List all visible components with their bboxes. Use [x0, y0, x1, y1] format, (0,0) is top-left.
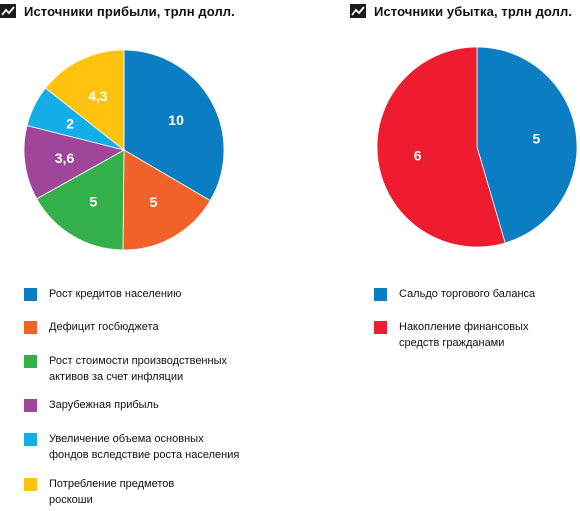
chart-title: Источники убытка, трлн долл.	[350, 2, 572, 20]
slice-value-label: 5	[90, 194, 98, 210]
legend-label-line: роскоши	[49, 494, 93, 506]
pie-slice	[376, 46, 506, 248]
slice-value-label: 6	[414, 148, 422, 164]
legend-label-line: фондов вследствие роста населения	[49, 449, 240, 461]
slice-value-label: 5	[150, 194, 158, 210]
profit-pie-chart: 10 5 5 3,6 2 4,3	[23, 49, 225, 251]
slice-value-label: 3,6	[55, 150, 75, 166]
legend-item: Зарубежная прибыль	[24, 399, 304, 413]
slice-value-label: 10	[168, 112, 184, 128]
legend-label: Рост кредитов населению	[49, 286, 181, 302]
legend-swatch	[374, 288, 387, 301]
legend-item: Рост кредитов населению	[24, 288, 304, 302]
chart-title-text: Источники убытка, трлн долл.	[374, 3, 573, 19]
legend-swatch	[24, 399, 37, 412]
legend-label: Рост стоимости производственных активов з…	[49, 353, 227, 385]
slice-value-label: 4,3	[88, 88, 108, 104]
legend-swatch	[374, 321, 387, 334]
slice-value-label: 5	[533, 131, 541, 147]
legend-item: Увеличение объема основных фондов вследст…	[24, 433, 304, 463]
legend-swatch	[24, 288, 37, 301]
pie-slice	[476, 46, 578, 244]
profit-sources-panel: Источники прибыли, трлн долл. 10 5 5 3,6 2 4,…	[0, 2, 239, 506]
legend-label-line: Зарубежная прибыль	[49, 399, 159, 411]
chart-title: Источники прибыли, трлн долл.	[0, 2, 235, 20]
legend-item: Накопление финансовых средств гражданами	[374, 321, 580, 351]
legend-label-line: Рост стоимости производственных	[49, 355, 227, 367]
pie-slice	[44, 49, 125, 151]
legend-label: Накопление финансовых средств гражданами	[399, 319, 528, 351]
legend-label-line: Увеличение объема основных	[49, 433, 204, 445]
legend-label-line: Накопление финансовых	[399, 321, 529, 333]
legend-label-line: средств гражданами	[399, 337, 505, 349]
slice-value-label: 2	[66, 116, 74, 132]
chart-title-text: Источники прибыли, трлн долл.	[24, 3, 235, 19]
trend-chart-icon	[0, 4, 16, 18]
pie-slice	[36, 149, 125, 251]
legend-label-line: Рост кредитов населению	[49, 288, 182, 300]
loss-pie-chart: 56	[376, 46, 578, 248]
legend-label: Увеличение объема основных фондов вследст…	[49, 431, 239, 463]
legend-label-line: активов за счет инфляции	[49, 371, 184, 383]
legend-label-line: Сальдо торгового баланса	[399, 288, 536, 300]
legend-swatch	[24, 355, 37, 368]
legend-label: Дефицит госбюджета	[49, 319, 159, 335]
legend-label-line: Потребление предметов	[49, 478, 175, 490]
legend-item: Дефицит госбюджета	[24, 321, 304, 335]
legend-item: Сальдо торгового баланса	[374, 288, 580, 302]
legend-label-line: Дефицит госбюджета	[49, 321, 159, 333]
legend-item: Потребление предметов роскоши	[24, 478, 304, 508]
legend-swatch	[24, 433, 37, 446]
legend-label: Потребление предметов роскоши	[49, 476, 174, 508]
pie-slice	[122, 149, 211, 251]
trend-chart-icon	[350, 4, 366, 18]
legend-swatch	[24, 321, 37, 334]
legend-label: Сальдо торгового баланса	[399, 286, 535, 302]
legend-swatch	[24, 478, 37, 491]
legend-label: Зарубежная прибыль	[49, 397, 159, 413]
pie-slice	[123, 49, 225, 202]
legend-item: Рост стоимости производственных активов з…	[24, 355, 304, 385]
